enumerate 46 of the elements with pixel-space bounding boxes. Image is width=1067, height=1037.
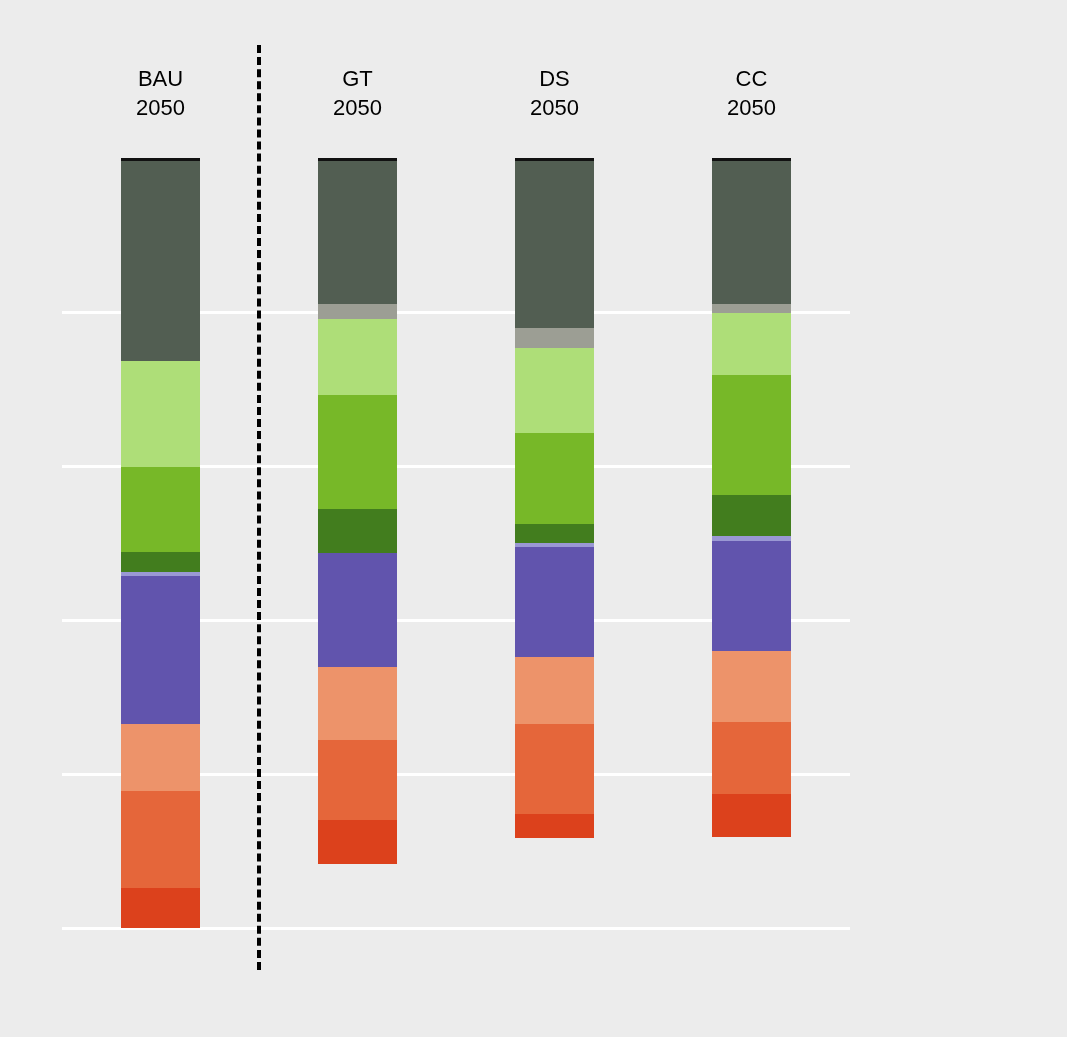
bar — [318, 319, 397, 396]
bar — [712, 794, 791, 837]
bar — [712, 158, 791, 162]
bar — [712, 721, 791, 795]
bar — [515, 158, 594, 162]
bar — [121, 887, 200, 929]
bar — [121, 575, 200, 724]
bar — [515, 433, 594, 524]
bar — [515, 161, 594, 329]
bar — [121, 791, 200, 888]
bar — [712, 161, 791, 304]
bar — [318, 509, 397, 554]
bar — [318, 819, 397, 864]
bar — [712, 536, 791, 541]
bar — [712, 375, 791, 495]
bar — [318, 553, 397, 668]
x-tick-label: GT 2050 — [333, 66, 382, 120]
bar — [121, 466, 200, 553]
bar — [121, 723, 200, 792]
bar — [121, 571, 200, 576]
bar — [515, 347, 594, 434]
bar — [121, 552, 200, 572]
bar — [515, 523, 594, 544]
bar — [712, 540, 791, 652]
bar — [712, 303, 791, 313]
bar — [121, 158, 200, 162]
bar — [318, 667, 397, 740]
bar — [121, 161, 200, 362]
bar — [318, 303, 397, 320]
bar — [318, 158, 397, 162]
x-tick-label: CC 2050 — [727, 66, 776, 120]
bar — [318, 395, 397, 510]
bar — [318, 739, 397, 820]
bar — [515, 723, 594, 815]
bar — [318, 161, 397, 304]
bar — [121, 361, 200, 467]
bar — [515, 657, 594, 724]
bar — [712, 651, 791, 722]
x-tick-label: DS 2050 — [530, 66, 579, 120]
bar — [712, 312, 791, 376]
bar — [515, 328, 594, 348]
x-tick-label: BAU 2050 — [136, 66, 185, 120]
bar — [515, 547, 594, 658]
bar — [712, 494, 791, 537]
bar — [515, 543, 594, 548]
bar — [515, 814, 594, 839]
